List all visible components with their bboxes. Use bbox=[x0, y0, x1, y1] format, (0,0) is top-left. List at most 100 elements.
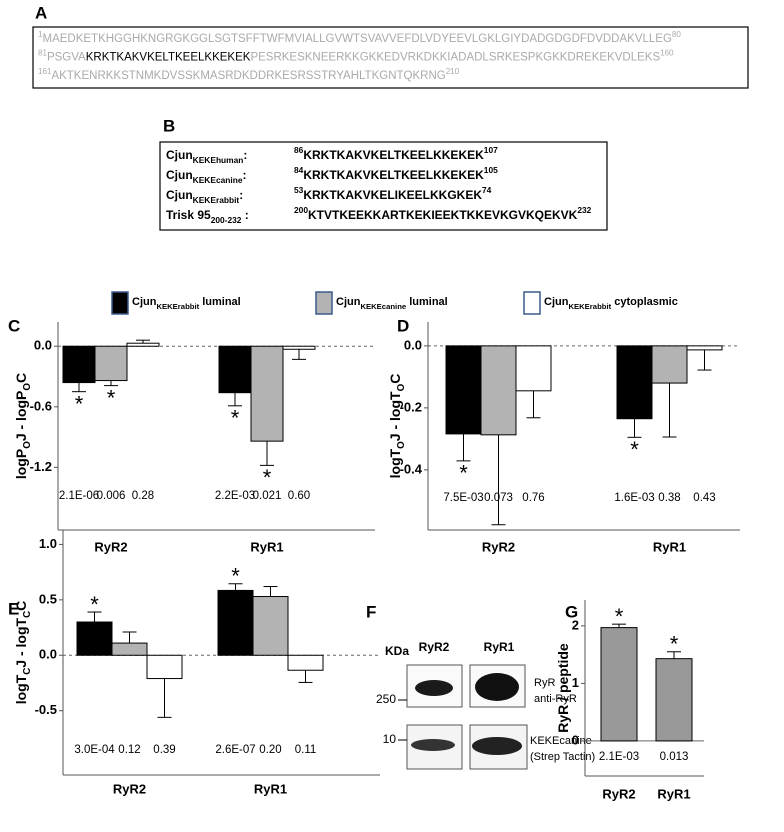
text-part: 86 bbox=[294, 145, 304, 155]
text-part: 160 bbox=[660, 48, 674, 57]
text-part: KEKErabbit bbox=[156, 302, 199, 311]
peptide-sequence: 53KRKTKAKVKELIKEELKKGKEK74 bbox=[294, 185, 492, 202]
bar bbox=[515, 345, 552, 392]
text-part: O bbox=[22, 383, 33, 391]
significance-star: * bbox=[630, 437, 639, 462]
legend-swatch bbox=[111, 291, 129, 315]
text-part: 107 bbox=[484, 145, 498, 155]
p-value: 1.6E-03 bbox=[614, 492, 654, 504]
text-part: KEKErabbit bbox=[193, 195, 240, 205]
y-tick-label: 1 bbox=[572, 675, 579, 690]
text-part: J - logP bbox=[13, 391, 29, 442]
panel-letter: E bbox=[8, 599, 19, 618]
panel-letter: G bbox=[565, 602, 578, 621]
y-tick-label: -0.4 bbox=[400, 461, 423, 476]
bar bbox=[94, 345, 128, 382]
blot-label: KEKEcanine bbox=[530, 735, 592, 747]
text-part: KRKTKAKVKELTKEELKKEKEK bbox=[303, 168, 484, 182]
x-tick-label: RyR1 bbox=[254, 781, 287, 796]
x-tick-label: RyR2 bbox=[602, 786, 635, 801]
marker-label: 250 bbox=[376, 692, 396, 706]
significance-star: * bbox=[263, 465, 272, 490]
bar bbox=[76, 621, 113, 656]
text-part: 200 bbox=[294, 205, 308, 215]
x-tick-label: RyR2 bbox=[94, 539, 127, 554]
panel-letter: F bbox=[366, 602, 376, 621]
p-value: 0.28 bbox=[132, 490, 154, 502]
text-part: 84 bbox=[294, 165, 304, 175]
bar bbox=[287, 654, 324, 671]
text-part: KEKEhuman bbox=[193, 155, 244, 165]
p-value: 0.021 bbox=[253, 490, 282, 502]
panel-letter: D bbox=[397, 316, 409, 335]
blot-label: RyR bbox=[534, 677, 555, 689]
p-value: 0.11 bbox=[295, 744, 317, 756]
text-part: 200-232 bbox=[211, 215, 242, 225]
blot-band bbox=[472, 737, 522, 755]
significance-star: * bbox=[615, 604, 624, 629]
blot-label: anti-RyR bbox=[534, 693, 577, 705]
text-part: 81 bbox=[38, 48, 47, 57]
y-axis-label: logTCJ - logTCC bbox=[13, 601, 33, 705]
p-value: 0.76 bbox=[522, 492, 544, 504]
bar bbox=[651, 345, 688, 384]
text-part: C bbox=[22, 668, 33, 675]
text-part: J - logT bbox=[387, 391, 403, 441]
text-part: 105 bbox=[484, 165, 498, 175]
text-part: cytoplasmic bbox=[611, 296, 678, 308]
text-part: AKTKENRKKSTNMKDVSSKMASRDKDDRKESRSSTRYAHL… bbox=[51, 70, 445, 82]
text-part: 1 bbox=[38, 30, 43, 39]
blot-label: (Strep Tactin) bbox=[530, 751, 595, 763]
y-tick-label: 0.5 bbox=[39, 591, 57, 606]
text-part: : bbox=[239, 188, 243, 202]
p-value: 0.20 bbox=[259, 744, 281, 756]
bar bbox=[218, 345, 252, 394]
peptide-name: CjunKEKEcanine: bbox=[166, 168, 246, 185]
peptide-name: CjunKEKErabbit: bbox=[166, 188, 243, 205]
peptide-sequence: 200KTVTKEEKKARTKEKIEEKTKKEVKGVKQEKVK232 bbox=[294, 205, 592, 222]
p-value: 0.39 bbox=[153, 744, 175, 756]
significance-star: * bbox=[670, 632, 679, 657]
bar bbox=[686, 345, 723, 351]
y-axis-label: RyR / peptide bbox=[555, 643, 571, 733]
text-part: : bbox=[241, 208, 248, 222]
bar bbox=[655, 658, 693, 742]
text-part: C bbox=[13, 373, 29, 383]
y-tick-label: 0.0 bbox=[404, 337, 422, 352]
text-part: C bbox=[387, 374, 403, 384]
panel-b-frame bbox=[159, 141, 608, 231]
text-part: : bbox=[243, 148, 247, 162]
text-part: C bbox=[22, 611, 33, 618]
peptide-name: Trisk 95200-232 : bbox=[166, 208, 249, 225]
text-part: Cjun bbox=[336, 296, 361, 308]
text-part: KEKEcanine bbox=[360, 302, 406, 311]
y-tick-label: -0.5 bbox=[35, 702, 57, 717]
blots bbox=[398, 664, 528, 770]
text-part: logT bbox=[387, 448, 403, 478]
text-part: MAEDKETKHGGHKNGRGKGGLSGTSFFTWFMVIALLGVWT… bbox=[42, 33, 671, 45]
y-tick-label: -0.6 bbox=[30, 398, 52, 413]
x-tick-label: RyR2 bbox=[482, 539, 515, 554]
text-part: Cjun bbox=[132, 296, 157, 308]
text-part: 80 bbox=[672, 30, 681, 39]
y-tick-label: -0.2 bbox=[400, 399, 422, 414]
legend-label: CjunKEKEcanine luminal bbox=[336, 296, 448, 311]
p-value: 2.1E-06 bbox=[59, 490, 99, 502]
significance-star: * bbox=[459, 461, 468, 486]
significance-star: * bbox=[231, 406, 240, 431]
panel-letter: C bbox=[8, 316, 20, 335]
text-part: Trisk 95 bbox=[166, 208, 211, 222]
marker-label: 10 bbox=[383, 732, 397, 746]
text-part: KRKTKAKVKELTKEELKKEKEK bbox=[86, 52, 251, 64]
panel-letter: B bbox=[163, 116, 175, 135]
x-tick-label: RyR2 bbox=[113, 781, 146, 796]
text-part: PESRKESKNEERKKGKKEDVRKDKKIADADLSRKESPKGK… bbox=[250, 52, 660, 64]
blot-band bbox=[475, 673, 519, 701]
text-part: RyR / peptide bbox=[555, 643, 571, 733]
kda-label: KDa bbox=[385, 644, 409, 658]
p-value: 0.12 bbox=[118, 744, 140, 756]
text-part: logP bbox=[13, 449, 29, 479]
text-part: O bbox=[396, 441, 407, 449]
y-axis-label: logPOJ - logPOC bbox=[13, 373, 33, 479]
